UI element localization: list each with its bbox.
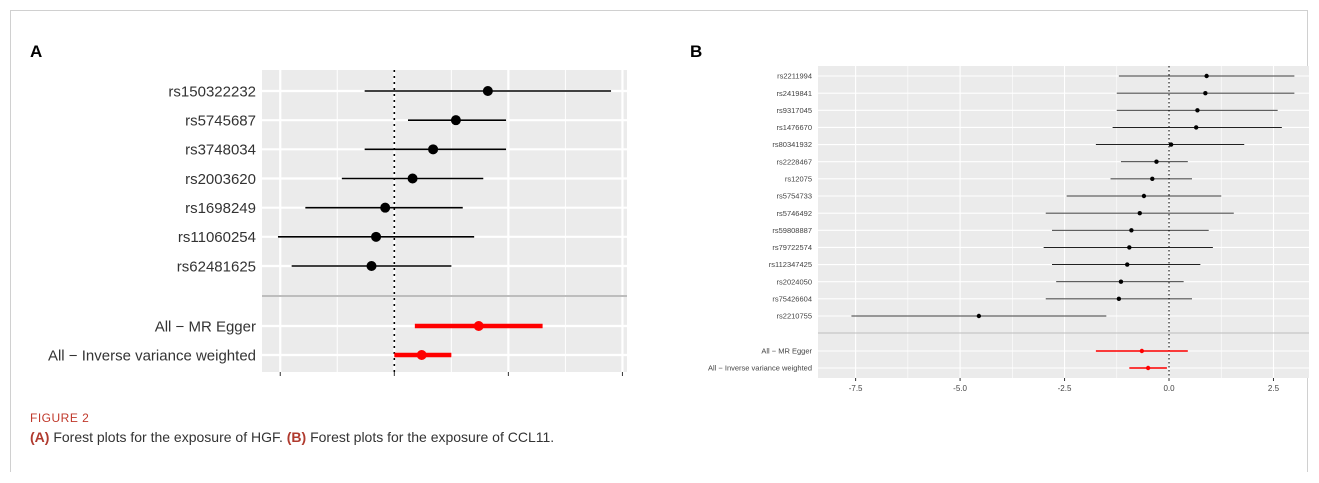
estimate-point	[1203, 90, 1208, 96]
estimate-point	[482, 86, 493, 96]
row-label: rs1476670	[777, 123, 812, 132]
estimate-point	[450, 115, 461, 126]
caption-a-text: Forest plots for the exposure of HGF.	[49, 429, 287, 445]
estimate-point	[1204, 73, 1209, 79]
estimate-point	[1168, 142, 1174, 147]
row-label: rs2228467	[777, 157, 812, 166]
row-label: rs2211994	[777, 72, 812, 81]
x-tick-label: 0.0	[1163, 384, 1175, 393]
row-label: rs5754733	[777, 192, 812, 201]
panel-b-letter: B	[690, 42, 703, 61]
caption-b-tag: (B)	[286, 429, 307, 445]
estimate-point	[1150, 176, 1155, 182]
estimate-point	[1127, 245, 1132, 250]
figure-label: FIGURE 2	[30, 411, 90, 425]
row-label: rs3748034	[185, 142, 256, 159]
row-label: rs2419841	[777, 89, 812, 98]
estimate-point	[473, 321, 484, 331]
caption-a-tag: (A)	[30, 429, 50, 445]
row-label: rs2003620	[185, 171, 256, 188]
row-label: rs59808887	[772, 226, 812, 235]
estimate-point	[976, 313, 982, 319]
estimate-point	[1195, 108, 1200, 113]
row-label: rs80341932	[772, 140, 812, 149]
forest-plot-a: rs150322232 rs5745687 rs3748034 rs2003620 rs…	[48, 70, 627, 376]
row-label: rs9317045	[777, 106, 812, 115]
estimate-point	[1193, 125, 1199, 130]
estimate-point	[428, 144, 439, 155]
figure-caption: (A) Forest plots for the exposure of HGF…	[30, 429, 554, 445]
estimate-point	[371, 231, 382, 242]
estimate-point	[1125, 262, 1130, 267]
row-label: rs11060254	[178, 229, 256, 246]
panel-a-letter: A	[30, 42, 43, 61]
estimate-point	[1129, 228, 1134, 233]
row-label: All − MR Egger	[155, 318, 256, 335]
estimate-point	[407, 173, 418, 184]
forest-plot-b: rs2211994 rs2419841 rs9317045 rs1476670 rs80…	[708, 66, 1309, 393]
row-label: All − Inverse variance weighted	[48, 347, 256, 364]
row-label: All − MR Egger	[761, 347, 812, 356]
estimate-point	[380, 202, 391, 213]
row-label: rs2024050	[777, 277, 812, 286]
row-label: rs150322232	[168, 83, 256, 100]
x-tick-label: -7.5	[849, 384, 863, 393]
row-label: rs2210755	[777, 312, 812, 321]
x-tick-label: -5.0	[953, 384, 967, 393]
estimate-point	[1154, 159, 1159, 164]
row-label: rs112347425	[769, 260, 812, 269]
plot-panel	[818, 66, 1309, 378]
estimate-point	[1116, 296, 1122, 302]
row-label: rs75426604	[772, 294, 812, 303]
row-label: rs5745687	[185, 112, 256, 129]
row-label: rs79722574	[772, 243, 812, 252]
estimate-point	[1118, 279, 1124, 284]
row-label: rs12075	[785, 174, 812, 183]
caption-b-text: Forest plots for the exposure of CCL11.	[306, 429, 555, 445]
estimate-point	[366, 261, 377, 271]
estimate-point	[1139, 348, 1145, 354]
row-label: rs1698249	[185, 200, 256, 217]
estimate-point	[1137, 210, 1142, 216]
row-label: All − Inverse variance weighted	[708, 364, 812, 373]
x-tick-label: -2.5	[1058, 384, 1072, 393]
estimate-point	[416, 350, 427, 360]
estimate-point	[1145, 365, 1151, 371]
estimate-point	[1141, 193, 1147, 199]
row-label: rs5746492	[777, 209, 812, 218]
row-label: rs62481625	[177, 258, 256, 275]
x-tick-label: 2.5	[1268, 384, 1280, 393]
